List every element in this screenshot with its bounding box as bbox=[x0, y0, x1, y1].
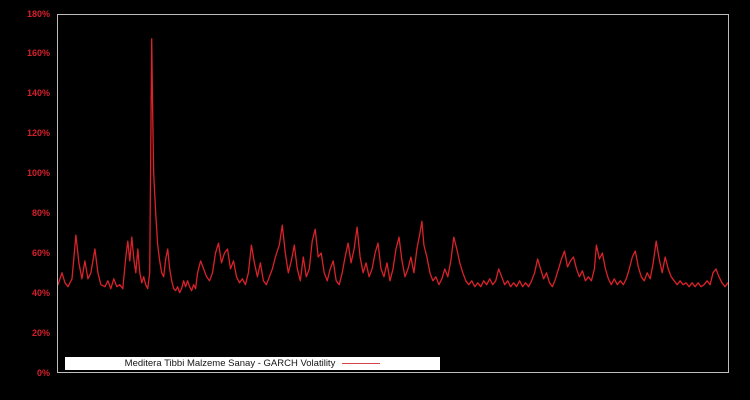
y-tick-label: 20% bbox=[31, 327, 50, 338]
y-tick-label: 40% bbox=[31, 287, 50, 298]
plot-area-border bbox=[57, 14, 729, 373]
y-tick-label: 100% bbox=[26, 168, 50, 179]
y-tick-label: 120% bbox=[26, 128, 50, 139]
volatility-line-chart bbox=[58, 38, 728, 294]
garch-volatility-line bbox=[58, 38, 728, 294]
y-tick-label: 80% bbox=[31, 207, 50, 218]
y-tick-label: 0% bbox=[36, 367, 50, 378]
y-tick-label: 60% bbox=[31, 247, 50, 258]
y-tick-label: 180% bbox=[26, 8, 50, 19]
y-tick-label: 160% bbox=[26, 48, 50, 59]
y-tick-label: 140% bbox=[26, 88, 50, 99]
legend-line-sample-icon bbox=[342, 363, 381, 364]
legend-box: Meditera Tibbi Malzeme Sanay - GARCH Vol… bbox=[65, 357, 440, 370]
legend-label: Meditera Tibbi Malzeme Sanay - GARCH Vol… bbox=[124, 358, 336, 369]
